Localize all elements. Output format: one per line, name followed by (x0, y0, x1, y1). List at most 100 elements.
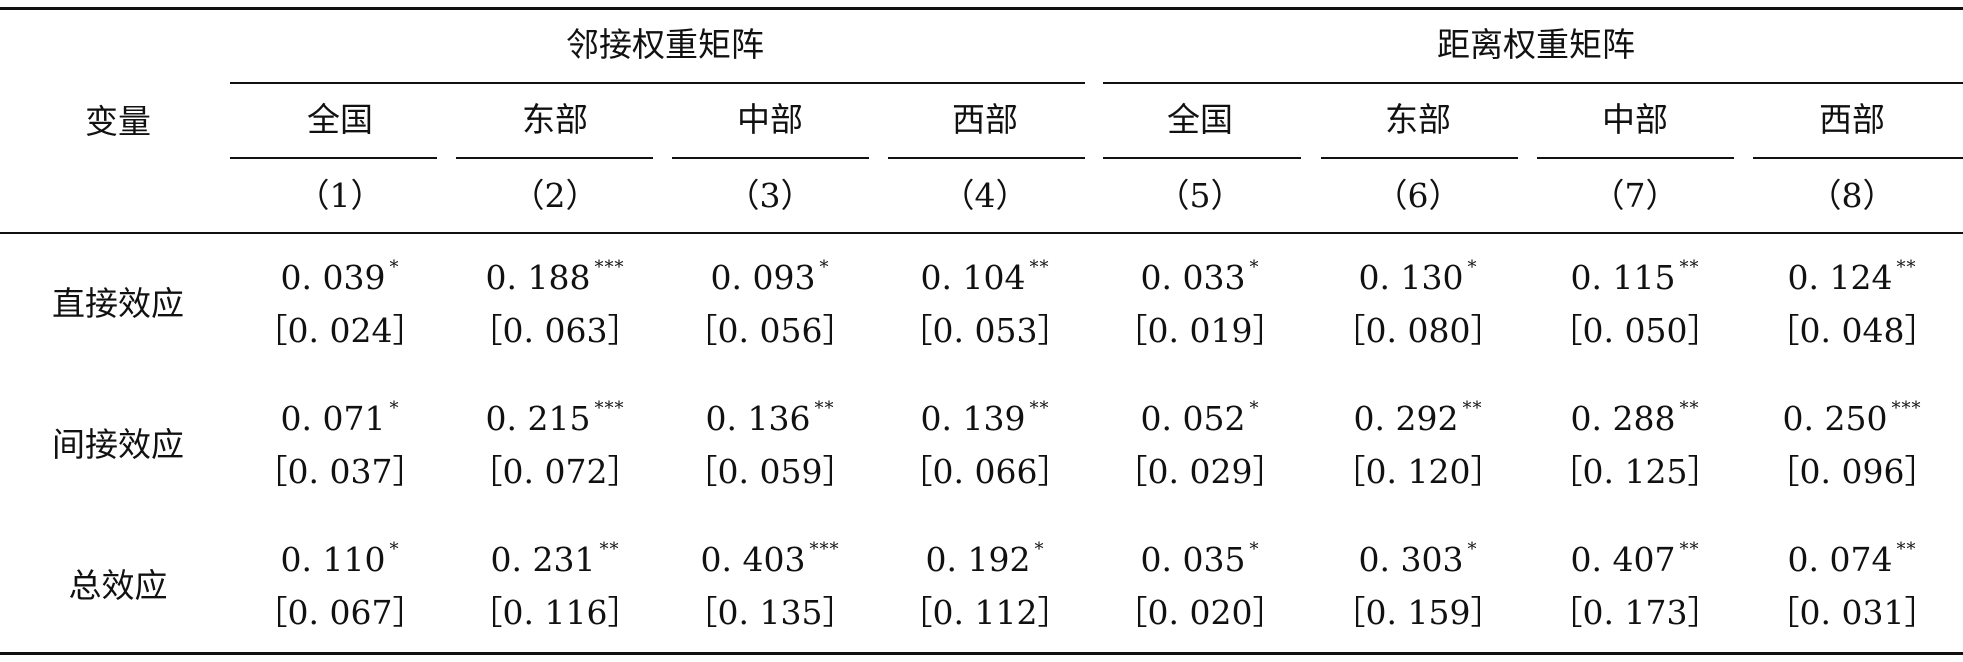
significance-stars: * (1467, 257, 1478, 278)
column-region-header: 中部 (1602, 100, 1668, 139)
coefficient-cell: 0. 071 * (281, 399, 400, 439)
significance-stars: * (1249, 257, 1260, 278)
coefficient-cell: 0. 188 *** (486, 258, 625, 298)
standard-error-cell: ［0. 053］ (899, 311, 1071, 350)
column-underline-2 (456, 157, 653, 159)
coefficient-value: 0. 093 (710, 258, 816, 297)
coefficient-cell: 0. 093 * (711, 258, 830, 298)
coefficient-cell: 0. 231 ** (491, 540, 620, 580)
coefficient-cell: 0. 124 ** (1788, 258, 1917, 298)
coefficient-value: 0. 250 (1782, 399, 1888, 438)
coefficient-value: 0. 292 (1353, 399, 1459, 438)
coefficient-value: 0. 139 (920, 399, 1026, 438)
significance-stars: ** (1679, 257, 1700, 278)
coefficient-value: 0. 136 (705, 399, 811, 438)
coefficient-cell: 0. 033 * (1141, 258, 1260, 298)
column-region-header: 中部 (737, 100, 803, 139)
significance-stars: ** (1462, 398, 1483, 419)
group-header: 距离权重矩阵 (1437, 25, 1635, 64)
significance-stars: * (389, 398, 400, 419)
significance-stars: * (389, 539, 400, 560)
significance-stars: *** (809, 539, 840, 560)
coefficient-cell: 0. 136 ** (706, 399, 835, 439)
standard-error-cell: ［0. 116］ (469, 593, 641, 632)
coefficient-cell: 0. 407 ** (1571, 540, 1700, 580)
header-bottom-rule (0, 232, 1963, 234)
coefficient-value: 0. 215 (485, 399, 591, 438)
significance-stars: * (389, 257, 400, 278)
coefficient-value: 0. 115 (1570, 258, 1676, 297)
column-underline-1 (230, 157, 437, 159)
standard-error-cell: ［0. 112］ (899, 593, 1071, 632)
coefficient-cell: 0. 115 ** (1571, 258, 1700, 298)
group-header: 邻接权重矩阵 (566, 25, 764, 64)
bottom-rule (0, 652, 1963, 655)
coefficient-value: 0. 074 (1787, 540, 1893, 579)
column-underline-5 (1103, 157, 1301, 159)
column-underline-3 (672, 157, 869, 159)
coefficient-value: 0. 407 (1570, 540, 1676, 579)
row-label: 直接效应 (52, 284, 184, 323)
coefficient-cell: 0. 035 * (1141, 540, 1260, 580)
coefficient-cell: 0. 192 * (926, 540, 1045, 580)
coefficient-value: 0. 124 (1787, 258, 1893, 297)
column-index-header: （7） (1591, 176, 1679, 215)
column-index-header: （8） (1808, 176, 1896, 215)
coefficient-value: 0. 303 (1358, 540, 1464, 579)
standard-error-cell: ［0. 037］ (254, 452, 426, 491)
standard-error-cell: ［0. 020］ (1114, 593, 1286, 632)
significance-stars: * (819, 257, 830, 278)
row-header-label: 变量 (85, 102, 151, 141)
standard-error-cell: ［0. 063］ (469, 311, 641, 350)
coefficient-value: 0. 039 (280, 258, 386, 297)
standard-error-cell: ［0. 067］ (254, 593, 426, 632)
coefficient-value: 0. 288 (1570, 399, 1676, 438)
column-index-header: （4） (941, 176, 1029, 215)
coefficient-value: 0. 104 (920, 258, 1026, 297)
coefficient-cell: 0. 074 ** (1788, 540, 1917, 580)
coefficient-cell: 0. 215 *** (486, 399, 625, 439)
column-index-header: （6） (1374, 176, 1462, 215)
coefficient-value: 0. 071 (280, 399, 386, 438)
coefficient-cell: 0. 303 * (1359, 540, 1478, 580)
column-region-header: 西部 (1819, 100, 1885, 139)
column-index-header: （5） (1156, 176, 1244, 215)
coefficient-cell: 0. 288 ** (1571, 399, 1700, 439)
standard-error-cell: ［0. 050］ (1549, 311, 1721, 350)
standard-error-cell: ［0. 019］ (1114, 311, 1286, 350)
coefficient-value: 0. 052 (1140, 399, 1246, 438)
top-rule (0, 7, 1963, 10)
significance-stars: ** (1679, 398, 1700, 419)
column-region-header: 东部 (522, 100, 588, 139)
coefficient-value: 0. 130 (1358, 258, 1464, 297)
column-underline-4 (888, 157, 1085, 159)
coefficient-value: 0. 110 (280, 540, 386, 579)
standard-error-cell: ［0. 056］ (684, 311, 856, 350)
significance-stars: ** (814, 398, 835, 419)
column-underline-8 (1753, 157, 1963, 159)
coefficient-cell: 0. 403 *** (701, 540, 840, 580)
standard-error-cell: ［0. 059］ (684, 452, 856, 491)
coefficient-cell: 0. 130 * (1359, 258, 1478, 298)
significance-stars: * (1249, 398, 1260, 419)
coefficient-cell: 0. 039 * (281, 258, 400, 298)
standard-error-cell: ［0. 125］ (1549, 452, 1721, 491)
standard-error-cell: ［0. 080］ (1332, 311, 1504, 350)
significance-stars: ** (1029, 398, 1050, 419)
standard-error-cell: ［0. 048］ (1766, 311, 1938, 350)
coefficient-cell: 0. 292 ** (1354, 399, 1483, 439)
column-region-header: 东部 (1385, 100, 1451, 139)
significance-stars: *** (594, 257, 625, 278)
coefficient-value: 0. 403 (700, 540, 806, 579)
coefficient-cell: 0. 110 * (281, 540, 400, 580)
significance-stars: *** (594, 398, 625, 419)
standard-error-cell: ［0. 072］ (469, 452, 641, 491)
coefficient-value: 0. 192 (925, 540, 1031, 579)
significance-stars: * (1467, 539, 1478, 560)
group-underline-2 (1103, 82, 1963, 84)
standard-error-cell: ［0. 159］ (1332, 593, 1504, 632)
column-index-header: （1） (296, 176, 384, 215)
coefficient-value: 0. 035 (1140, 540, 1246, 579)
standard-error-cell: ［0. 031］ (1766, 593, 1938, 632)
